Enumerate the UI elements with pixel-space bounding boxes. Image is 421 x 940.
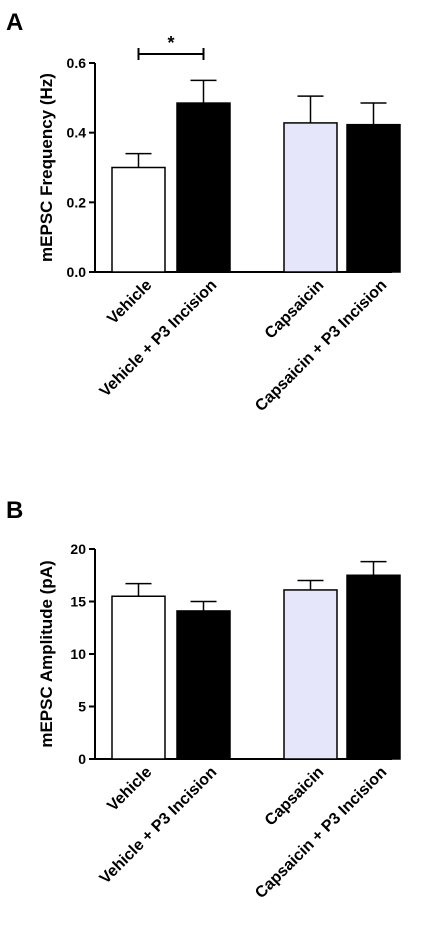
bar-capsaicin (283, 589, 338, 760)
y-tick-label: 0.4 (67, 125, 87, 141)
y-tick-label: 0.2 (67, 194, 87, 210)
category-label-vehicle: Vehicle (104, 764, 155, 815)
category-label-capsaicin: Capsaicin (262, 764, 327, 829)
y-axis-label: mEPSC Frequency (Hz) (37, 73, 56, 262)
bar-vehicle-p3-incision (176, 610, 231, 760)
significance-star: * (167, 33, 174, 53)
bar-capsaicin (283, 122, 338, 273)
y-tick-label: 0 (78, 751, 86, 767)
bar-vehicle (111, 166, 166, 273)
bar-capsaicin-p3-incision (346, 574, 401, 760)
category-label-capsaicin-p3-incision: Capsaicin + P3 Incision (252, 277, 390, 415)
y-tick-label: 0.0 (67, 264, 87, 280)
bar-vehicle-p3-incision (176, 102, 231, 273)
panel-letter: B (6, 497, 23, 524)
category-label-capsaicin: Capsaicin (262, 277, 327, 342)
y-tick-label: 15 (70, 594, 86, 610)
y-tick-label: 5 (78, 699, 86, 715)
category-label-vehicle: Vehicle (104, 277, 155, 328)
y-tick-label: 10 (70, 646, 86, 662)
bar-vehicle (111, 595, 166, 760)
panel-letter: A (6, 9, 23, 36)
category-label-capsaicin-p3-incision: Capsaicin + P3 Incision (252, 764, 390, 902)
bar-capsaicin-p3-incision (346, 123, 401, 273)
y-tick-label: 20 (70, 541, 86, 557)
y-tick-label: 0.6 (67, 55, 87, 71)
y-axis-label: mEPSC Amplitude (pA) (37, 560, 56, 747)
category-label-vehicle-p3-incision: Vehicle + P3 Incision (97, 764, 221, 888)
category-label-vehicle-p3-incision: Vehicle + P3 Incision (97, 277, 221, 401)
